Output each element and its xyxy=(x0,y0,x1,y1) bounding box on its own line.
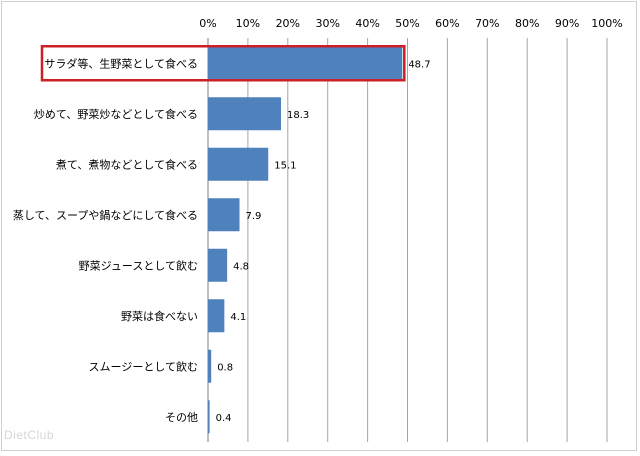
category-label: サラダ等、生野菜として食べる xyxy=(44,56,198,70)
bar xyxy=(208,349,212,383)
category-label: 炒めて、野菜炒などとして食べる xyxy=(34,107,198,121)
category-label: その他 xyxy=(165,411,198,424)
category-labels: サラダ等、生野菜として食べる炒めて、野菜炒などとして食べる煮て、煮物などとして食… xyxy=(13,56,198,424)
value-label: 4.1 xyxy=(230,312,246,323)
x-tick-label: 20% xyxy=(276,17,300,30)
category-label: 野菜ジュースとして飲む xyxy=(79,258,198,272)
bar xyxy=(208,46,403,80)
bar xyxy=(208,198,240,232)
value-label: 18.3 xyxy=(287,110,309,121)
x-tick-label: 100% xyxy=(591,17,622,30)
x-tick-label: 50% xyxy=(395,17,419,30)
x-tick-label: 60% xyxy=(435,17,459,30)
category-label: スムージーとして飲む xyxy=(89,359,198,373)
category-label: 煮て、煮物などとして食べる xyxy=(56,157,198,171)
bar xyxy=(208,400,210,434)
x-tick-label: 10% xyxy=(236,17,260,30)
x-tick-label: 30% xyxy=(315,17,339,30)
category-label: 野菜は食べない xyxy=(121,309,198,323)
value-label: 4.8 xyxy=(233,261,249,272)
highlight-box-layer xyxy=(40,45,406,82)
category-label: 蒸して、スープや鍋などにして食べる xyxy=(13,208,198,222)
value-label: 0.4 xyxy=(216,413,232,424)
x-tick-label: 70% xyxy=(475,17,499,30)
bar xyxy=(208,97,282,131)
x-tick-label: 40% xyxy=(355,17,379,30)
x-axis-tick-labels: 0% 10% 20% 30% 40% 50% 60% 70% 80% 90% 100% xyxy=(199,17,622,30)
value-label: 48.7 xyxy=(408,59,430,70)
watermark-logo: DietClub xyxy=(4,428,55,442)
x-tick-label: 0% xyxy=(199,17,216,30)
x-tick-label: 80% xyxy=(515,17,539,30)
x-tick-label: 90% xyxy=(555,17,579,30)
value-label: 0.8 xyxy=(217,362,233,373)
bar xyxy=(208,299,225,333)
value-label: 7.9 xyxy=(246,211,262,222)
bar xyxy=(208,248,228,282)
highlight-box xyxy=(40,45,406,82)
value-label: 15.1 xyxy=(274,160,296,171)
bar xyxy=(208,147,269,181)
bars xyxy=(208,46,403,434)
value-labels: 48.7 18.3 15.1 7.9 4.8 4.1 0.8 0.4 xyxy=(216,59,431,424)
